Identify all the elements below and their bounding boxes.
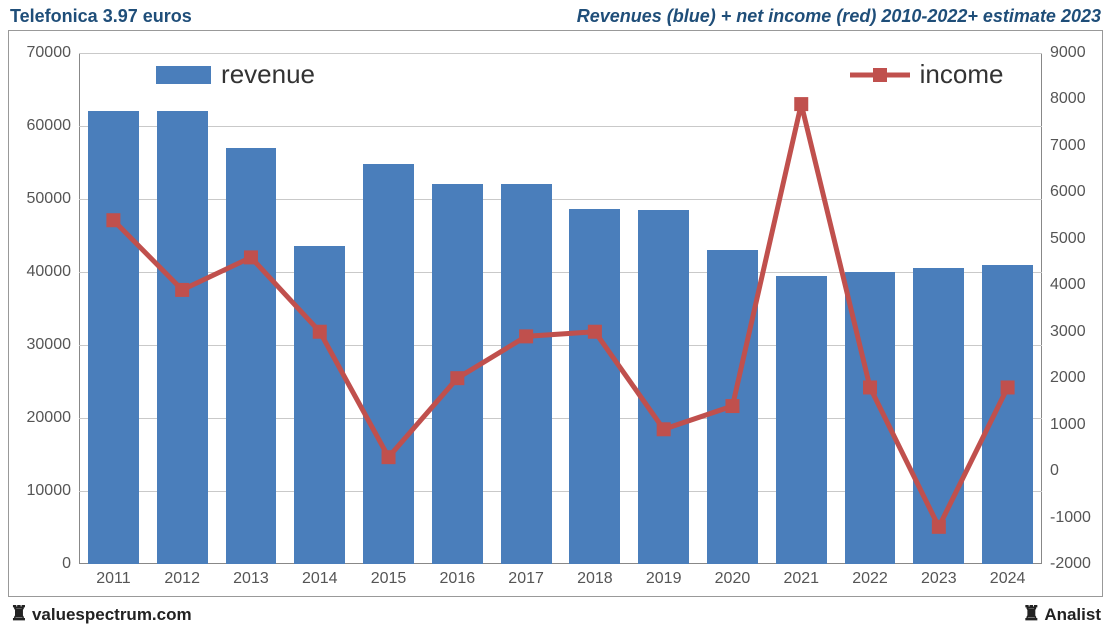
xtick: 2012: [164, 564, 200, 588]
xtick: 2022: [852, 564, 888, 588]
line-marker: [588, 325, 602, 339]
ytick-left: 30000: [27, 336, 80, 354]
ytick-right: 5000: [1042, 230, 1086, 248]
ytick-right: 0: [1042, 462, 1059, 480]
xtick: 2017: [508, 564, 544, 588]
ytick-right: 4000: [1042, 276, 1086, 294]
ytick-left: 60000: [27, 117, 80, 135]
chart-header: Telefonica 3.97 euros Revenues (blue) + …: [0, 0, 1111, 28]
line-series: [79, 53, 1042, 564]
xtick: 2014: [302, 564, 338, 588]
line-marker: [657, 422, 671, 436]
legend-swatch-line: [850, 61, 910, 89]
chart-frame: 010000200003000040000500006000070000-200…: [8, 30, 1103, 597]
xtick: 2015: [371, 564, 407, 588]
title-left: Telefonica 3.97 euros: [10, 6, 192, 27]
xtick: 2013: [233, 564, 269, 588]
xtick: 2023: [921, 564, 957, 588]
legend-income: income: [850, 59, 1004, 90]
legend-income-label: income: [920, 59, 1004, 90]
chart-footer: ♜valuespectrum.com ♜Analist: [10, 604, 1101, 625]
ytick-left: 10000: [27, 482, 80, 500]
line-marker: [863, 380, 877, 394]
line-marker: [794, 97, 808, 111]
rook-icon: ♜: [1022, 604, 1040, 624]
ytick-right: 2000: [1042, 369, 1086, 387]
xtick: 2024: [990, 564, 1026, 588]
legend-swatch-bar: [156, 66, 211, 84]
xtick: 2021: [783, 564, 819, 588]
xtick: 2020: [715, 564, 751, 588]
legend-revenue: revenue: [156, 59, 315, 90]
line-marker: [519, 329, 533, 343]
footer-left-text: valuespectrum.com: [32, 605, 192, 624]
legend-revenue-label: revenue: [221, 59, 315, 90]
ytick-left: 50000: [27, 190, 80, 208]
footer-right: ♜Analist: [1022, 604, 1101, 625]
line-marker: [175, 283, 189, 297]
xtick: 2019: [646, 564, 682, 588]
ytick-right: -2000: [1042, 555, 1091, 573]
line-marker: [725, 399, 739, 413]
line-marker: [313, 325, 327, 339]
ytick-right: 9000: [1042, 44, 1086, 62]
ytick-left: 20000: [27, 409, 80, 427]
ytick-left: 0: [62, 555, 79, 573]
xtick: 2016: [440, 564, 476, 588]
ytick-right: 7000: [1042, 137, 1086, 155]
ytick-left: 40000: [27, 263, 80, 281]
ytick-right: 8000: [1042, 90, 1086, 108]
line-marker: [1001, 380, 1015, 394]
ytick-right: 3000: [1042, 323, 1086, 341]
ytick-left: 70000: [27, 44, 80, 62]
ytick-right: 6000: [1042, 183, 1086, 201]
title-right: Revenues (blue) + net income (red) 2010-…: [577, 6, 1101, 27]
line-marker: [450, 371, 464, 385]
xtick: 2011: [96, 564, 130, 588]
footer-right-text: Analist: [1044, 605, 1101, 624]
ytick-right: -1000: [1042, 509, 1091, 527]
ytick-right: 1000: [1042, 416, 1086, 434]
line-marker: [106, 213, 120, 227]
plot-area: 010000200003000040000500006000070000-200…: [79, 53, 1042, 564]
xtick: 2018: [577, 564, 613, 588]
line-marker: [244, 250, 258, 264]
line-marker: [932, 520, 946, 534]
line-marker: [382, 450, 396, 464]
rook-icon: ♜: [10, 604, 28, 624]
footer-left: ♜valuespectrum.com: [10, 604, 192, 625]
